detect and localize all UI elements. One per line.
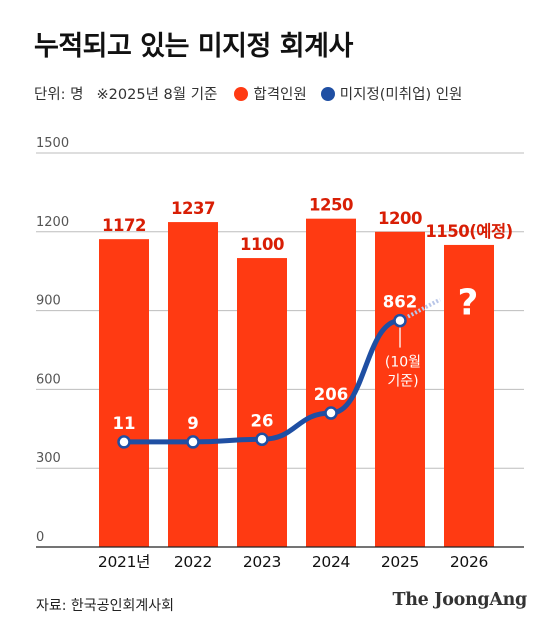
y-tick-label: 1500 xyxy=(36,136,69,151)
bar-value-label: 1250 xyxy=(309,196,353,215)
annotation-text: 기준) xyxy=(387,374,418,390)
y-tick-label: 1200 xyxy=(36,215,69,230)
brand-logo: The JoongAng xyxy=(392,590,528,610)
line-point xyxy=(186,435,200,449)
y-tick-label: 0 xyxy=(36,530,44,545)
line-point xyxy=(255,432,269,447)
subtitle-row: 단위: 명 ※2025년 8월 기준 합격인원 미지정(미취업) 인원 xyxy=(34,83,462,104)
bar xyxy=(306,218,356,547)
legend-item-passed: 합격인원 xyxy=(234,83,307,104)
line-value-label: 206 xyxy=(314,385,348,404)
annotation-text: (10월 xyxy=(385,355,421,371)
line-value-label: 11 xyxy=(113,414,136,433)
line-point xyxy=(324,406,338,420)
line-point xyxy=(117,435,131,449)
legend-swatch-unassigned xyxy=(320,86,335,101)
bar-value-label: 1172 xyxy=(102,216,146,235)
bar xyxy=(168,222,218,547)
y-tick-label: 900 xyxy=(36,294,61,309)
line-series xyxy=(121,318,403,445)
bar-value-label: 1100 xyxy=(240,235,284,254)
basis-note: ※2025년 8월 기준 xyxy=(96,87,218,103)
bar-value-label: 1200 xyxy=(378,209,422,228)
x-tick-label: 2022 xyxy=(174,553,212,571)
line-point xyxy=(393,313,407,328)
bar xyxy=(375,231,425,548)
x-tick-label: 2026 xyxy=(450,553,488,571)
y-tick-label: 300 xyxy=(36,451,61,466)
bar xyxy=(99,239,149,547)
bar xyxy=(237,258,287,547)
bar xyxy=(444,244,494,547)
unit-note: 단위: 명 xyxy=(34,87,84,103)
legend-label-passed: 합격인원 xyxy=(253,87,307,103)
chart-title: 누적되고 있는 미지정 회계사 xyxy=(34,31,353,62)
source-note: 자료: 한국공인회계사회 xyxy=(36,598,174,614)
x-tick-label: 2023 xyxy=(243,553,281,571)
y-tick-label: 600 xyxy=(36,372,61,387)
line-value-label: 9 xyxy=(187,414,198,433)
legend-item-unassigned: 미지정(미취업) 인원 xyxy=(320,83,463,104)
legend-label-unassigned: 미지정(미취업) 인원 xyxy=(339,87,463,103)
bar-value-label: 1237 xyxy=(171,199,215,218)
x-tick-label: 2025 xyxy=(381,553,419,571)
line-value-label: 26 xyxy=(251,411,274,430)
x-tick-label: 2024 xyxy=(312,553,350,571)
line-value-label: 862 xyxy=(383,293,417,312)
bar-value-label: 1150(예정) xyxy=(425,222,512,241)
x-tick-label: 2021년 xyxy=(98,553,150,571)
legend-swatch-passed xyxy=(234,86,249,101)
chart-canvas: 0300600900120015001172123711001250120011… xyxy=(36,136,524,571)
question-mark: ? xyxy=(458,283,479,324)
